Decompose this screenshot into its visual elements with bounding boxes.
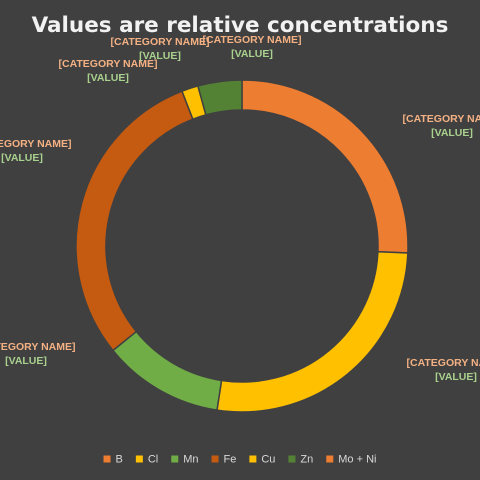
legend-label: Cl	[148, 454, 158, 466]
legend-swatch	[211, 455, 219, 463]
legend-label: Zn	[300, 454, 313, 466]
legend-item-cl: Cl	[135, 454, 158, 466]
legend-item-b: B	[103, 454, 123, 466]
data-label-value: [VALUE]	[139, 50, 181, 62]
legend-label: Mo + Ni	[338, 454, 376, 466]
data-label-name: [CATEGORY NAME]	[403, 113, 480, 125]
data-label-zn: [CATEGORY NAME] [VALUE]	[203, 34, 302, 60]
legend-label: Fe	[224, 454, 237, 466]
legend-item-zn: Zn	[288, 454, 313, 466]
legend-swatch	[171, 455, 179, 463]
data-label-name: [CATEGORY NAME]	[407, 357, 480, 369]
data-label-name: [CATEGORY NAME]	[0, 138, 71, 150]
legend-item-mo-ni: Mo + Ni	[326, 454, 376, 466]
doughnut-slices	[75, 79, 409, 413]
data-label-name: [CATEGORY NAME]	[59, 58, 158, 70]
slice-cl	[111, 330, 223, 411]
data-label-cu: [CATEGORY NAME] [VALUE]	[111, 36, 210, 62]
data-label-value: [VALUE]	[231, 48, 273, 60]
legend-item-cu: Cu	[249, 454, 275, 466]
data-label-cl: [CATEGORY NAME] [VALUE]	[0, 341, 75, 367]
legend-label: Mn	[183, 454, 198, 466]
data-labels: [CATEGORY NAME][VALUE][CATEGORY NAME][VA…	[0, 34, 480, 383]
slice-b	[216, 250, 409, 413]
slice-mo-ni	[241, 79, 409, 254]
data-label-value: [VALUE]	[435, 371, 477, 383]
legend-label: B	[116, 454, 123, 466]
legend-item-mn: Mn	[171, 454, 199, 466]
data-label-value: [VALUE]	[1, 152, 43, 164]
data-label-mn: [CATEGORY NAME] [VALUE]	[0, 138, 71, 164]
legend-swatch	[249, 455, 257, 463]
slice-mn	[75, 90, 194, 352]
data-label-name: [CATEGORY NAME]	[203, 34, 302, 46]
chart-title: Values are relative concentrations	[32, 13, 449, 38]
legend-swatch	[288, 455, 296, 463]
data-label-b: [CATEGORY NAME] [VALUE]	[407, 357, 480, 383]
legend: B Cl Mn Fe Cu Zn Mo + Ni	[103, 454, 376, 466]
data-label-mo-ni: [CATEGORY NAME] [VALUE]	[403, 113, 480, 139]
legend-swatch	[103, 455, 111, 463]
data-label-name: [CATEGORY NAME]	[111, 36, 210, 48]
slice-cu	[196, 79, 243, 116]
data-label-value: [VALUE]	[87, 72, 129, 84]
data-label-value: [VALUE]	[431, 127, 473, 139]
legend-label: Cu	[261, 454, 275, 466]
data-label-name: [CATEGORY NAME]	[0, 341, 75, 353]
data-label-fe: [CATEGORY NAME] [VALUE]	[59, 58, 158, 84]
legend-swatch	[135, 455, 143, 463]
legend-swatch	[326, 455, 334, 463]
data-label-value: [VALUE]	[5, 355, 47, 367]
legend-item-fe: Fe	[211, 454, 237, 466]
